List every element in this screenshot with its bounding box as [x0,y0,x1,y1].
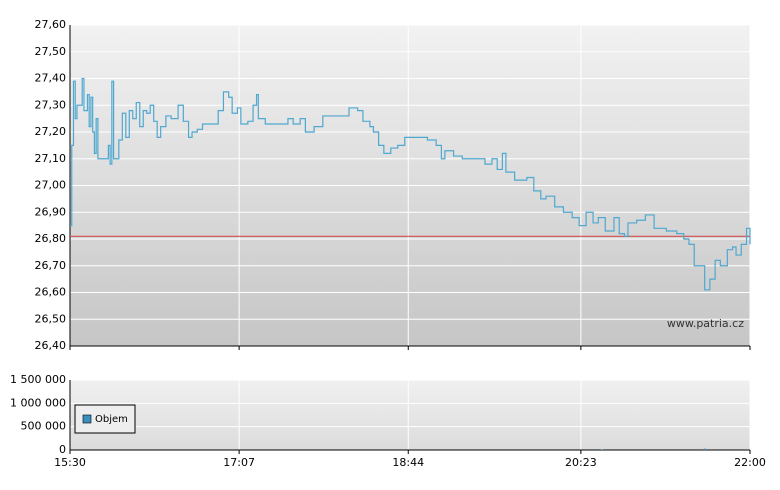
y-tick-label: 27,50 [35,45,67,58]
y-tick-label: 27,20 [35,125,67,138]
legend-label: Objem [95,414,128,425]
y-tick-label: 1 500 000 [10,373,66,386]
y-tick-label: 26,70 [35,259,67,272]
volume-plot-area [70,380,750,450]
y-tick-label: 27,60 [35,18,67,31]
x-tick-label: 20:23 [565,456,597,469]
y-tick-label: 0 [59,443,66,456]
volume-bar [600,449,603,450]
legend-swatch [82,414,92,424]
volume-bar [703,448,706,450]
x-tick-label: 17:07 [223,456,255,469]
price-line [70,77,751,291]
y-tick-label: 27,00 [35,179,67,192]
y-tick-label: 27,30 [35,98,67,111]
watermark: www.patria.cz [667,317,744,330]
y-tick-label: 27,10 [35,152,67,165]
y-tick-label: 26,50 [35,312,67,325]
y-tick-label: 26,90 [35,205,67,218]
y-tick-label: 26,40 [35,339,67,352]
x-tick-label: 22:00 [734,456,766,469]
y-tick-label: 1 000 000 [10,396,66,409]
x-tick-label: 15:30 [54,456,86,469]
x-tick-label: 18:44 [392,456,424,469]
y-tick-label: 500 000 [21,420,67,433]
y-tick-label: 26,80 [35,232,67,245]
y-tick-label: 27,40 [35,72,67,85]
y-tick-label: 26,60 [35,286,67,299]
